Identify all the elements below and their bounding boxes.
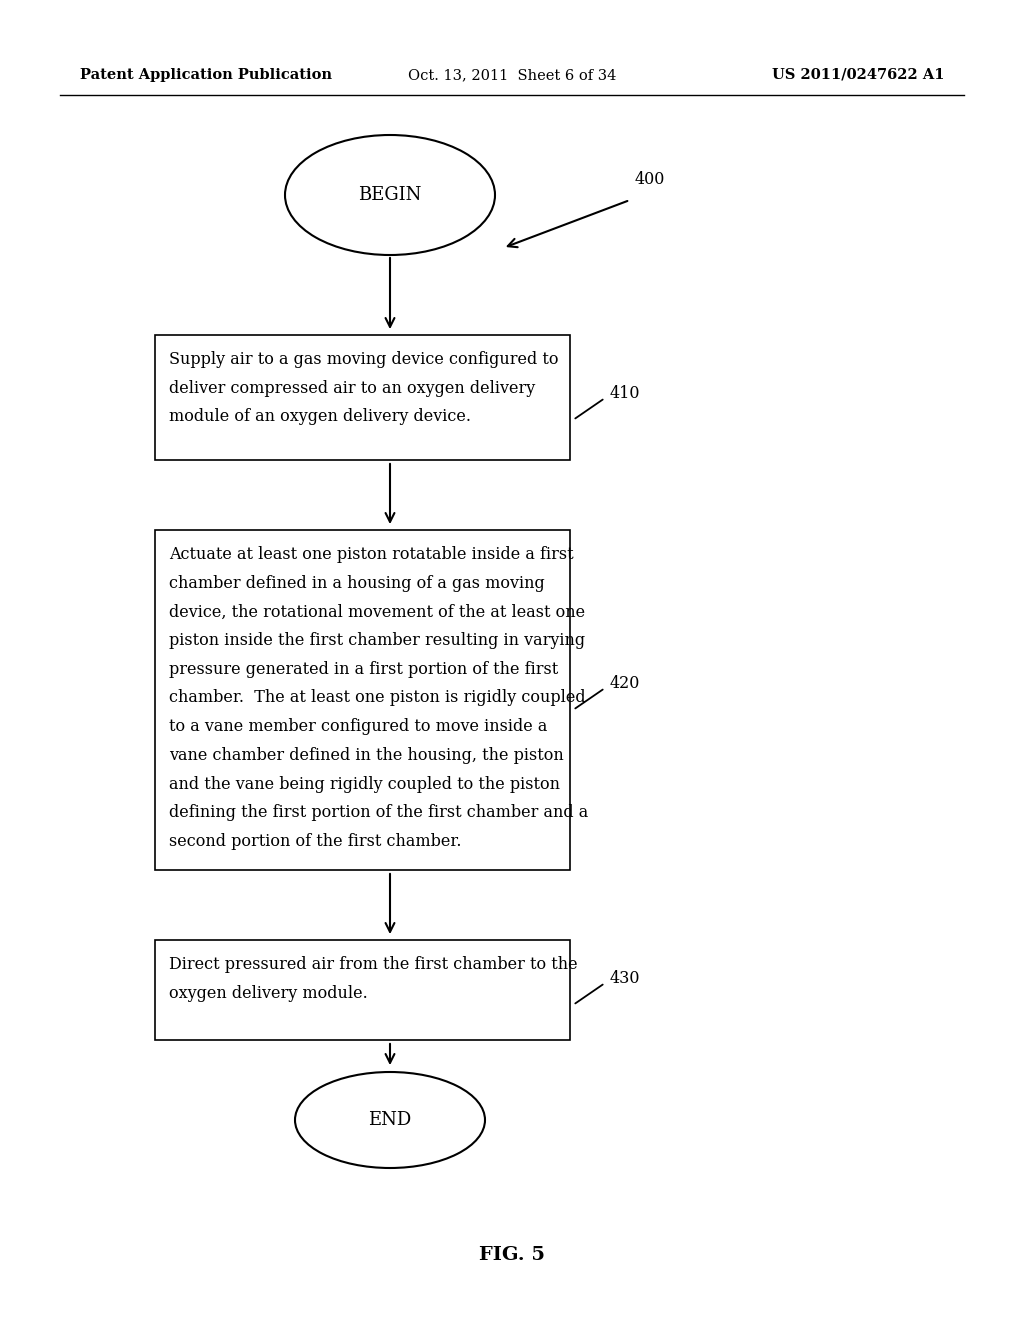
Text: 400: 400 <box>635 172 666 187</box>
Text: BEGIN: BEGIN <box>358 186 422 205</box>
Text: US 2011/0247622 A1: US 2011/0247622 A1 <box>771 69 944 82</box>
Text: 430: 430 <box>610 970 640 987</box>
Text: Direct pressured air from the first chamber to the
oxygen delivery module.: Direct pressured air from the first cham… <box>169 956 578 1002</box>
Text: Supply air to a gas moving device configured to
deliver compressed air to an oxy: Supply air to a gas moving device config… <box>169 351 558 425</box>
Ellipse shape <box>285 135 495 255</box>
Text: 410: 410 <box>610 385 640 403</box>
Text: Actuate at least one piston rotatable inside a first
chamber defined in a housin: Actuate at least one piston rotatable in… <box>169 546 588 850</box>
Bar <box>155 940 570 1040</box>
Text: 420: 420 <box>610 675 640 692</box>
Text: Oct. 13, 2011  Sheet 6 of 34: Oct. 13, 2011 Sheet 6 of 34 <box>408 69 616 82</box>
Ellipse shape <box>295 1072 485 1168</box>
Text: END: END <box>369 1111 412 1129</box>
Bar <box>155 531 570 870</box>
Text: FIG. 5: FIG. 5 <box>479 1246 545 1265</box>
Bar <box>155 335 570 459</box>
Text: Patent Application Publication: Patent Application Publication <box>80 69 332 82</box>
